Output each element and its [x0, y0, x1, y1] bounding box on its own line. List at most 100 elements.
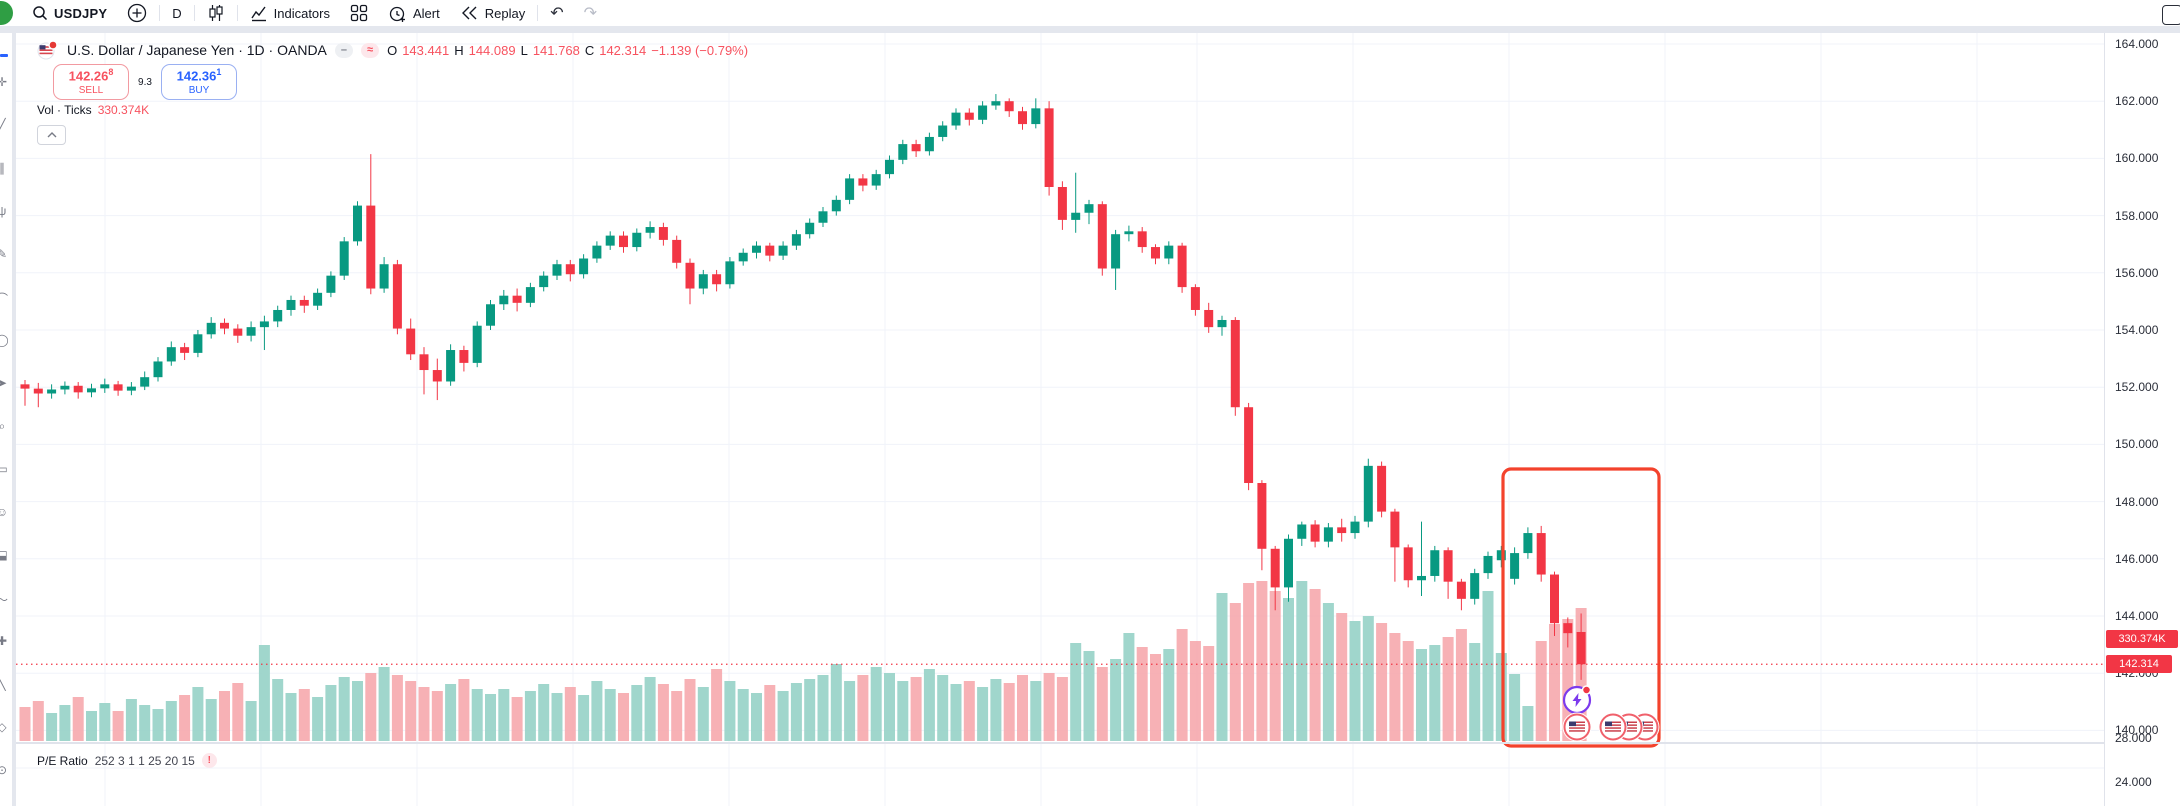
indicators-button[interactable]: Indicators [240, 0, 340, 26]
sell-button[interactable]: 142.268 SELL [53, 64, 129, 100]
pe-ratio-params: 252 3 1 1 25 20 15 [94, 753, 195, 768]
sub-pane-tick-label: 28.000 [2115, 731, 2152, 745]
undo-button[interactable]: ↶ [540, 0, 573, 26]
candlestick-chart[interactable] [16, 33, 2104, 806]
replay-label: Replay [484, 5, 526, 21]
low-value: 141.768 [532, 42, 580, 58]
price-tick-label: 162.000 [2115, 94, 2159, 109]
drawing-tool-icon[interactable]: ⌒ [0, 292, 8, 306]
layout-grid-button[interactable] [340, 0, 378, 26]
drawing-tool-icon[interactable]: ✎ [0, 247, 8, 261]
change-value: −1.139 (−0.79%) [651, 42, 749, 58]
redo-icon: ↷ [583, 5, 598, 22]
compare-add-button[interactable] [117, 0, 157, 26]
pe-ratio-legend[interactable]: P/E Ratio 252 3 1 1 25 20 15 ! [37, 753, 217, 768]
drawing-toolbar[interactable]: ✛ ╱ ∥ ψ ✎ ⌒ ◯ ➤ ⌕ ▭ ☺ ⬓ 〜 ✚ ╲ ◇ ⊙ [0, 33, 12, 806]
us-flag-event-icon[interactable] [1598, 712, 1628, 742]
buy-price: 142.361 [176, 67, 222, 84]
collapse-trade-panel-button[interactable] [37, 125, 66, 145]
replay-rewind-icon [461, 6, 477, 20]
low-label: L [520, 42, 528, 58]
sell-label: SELL [78, 84, 104, 96]
price-tick-label: 156.000 [2115, 265, 2159, 280]
price-tick-label: 160.000 [2115, 151, 2159, 166]
price-tick-label: 146.000 [2115, 551, 2159, 566]
indicators-icon [251, 6, 266, 22]
candlestick-style-icon [209, 5, 223, 21]
high-value: 144.089 [468, 42, 516, 58]
price-tick-label: 140.000 [2115, 723, 2159, 738]
sell-price: 142.268 [68, 67, 114, 84]
drawing-tool-icon[interactable]: ψ [0, 204, 7, 218]
close-value: 142.314 [599, 42, 647, 58]
drawing-tool-icon[interactable]: 〜 [0, 591, 10, 608]
pe-ratio-label: P/E Ratio [37, 753, 88, 768]
volume-value: 330.374K [97, 103, 150, 117]
highlight-rectangle-drawing[interactable] [1501, 467, 1661, 748]
price-axis[interactable]: 164.000 162.000 160.000 158.000 156.000 154.0… [2104, 33, 2180, 806]
last-price-badge: 142.314 [2106, 655, 2172, 674]
price-tick-label: 154.000 [2115, 323, 2159, 337]
news-flash-event-icon[interactable] [1562, 685, 1592, 715]
drawing-tool-icon[interactable]: ✚ [0, 634, 8, 648]
us-flag-event-icon[interactable] [1562, 712, 1592, 742]
replay-button[interactable]: Replay [450, 0, 535, 26]
high-label: H [454, 42, 464, 58]
drawing-tool-icon[interactable]: ✛ [0, 75, 8, 89]
candles [20, 94, 1586, 680]
plus-circle-icon [128, 3, 147, 23]
approx-pill[interactable]: ≈ [361, 42, 380, 58]
grid-lines [16, 33, 2104, 806]
active-tool-indicator [0, 54, 8, 57]
symbol-search[interactable]: USDJPY [22, 0, 117, 26]
symbol-name: USDJPY [54, 5, 108, 21]
buy-label: BUY [188, 84, 210, 96]
alert-label: Alert [413, 5, 440, 21]
drawing-tool-icon[interactable]: ╲ [0, 677, 6, 691]
hide-pill[interactable]: – [334, 42, 354, 58]
drawing-tool-icon[interactable]: ⬓ [0, 548, 8, 562]
close-label: C [584, 42, 595, 58]
toolbar-separator [159, 5, 161, 21]
toolbar-separator [236, 5, 238, 21]
trade-panel: 142.268 SELL 9.3 142.361 BUY [53, 64, 237, 100]
app-logo[interactable] [0, 1, 13, 25]
symbol-legend[interactable]: U.S. Dollar / Japanese Yen · 1D · OANDA … [37, 40, 748, 60]
drawing-tool-icon[interactable]: ∥ [0, 161, 5, 175]
toolbar-separator [537, 5, 539, 21]
drawing-tool-icon[interactable]: ➤ [0, 376, 8, 390]
sub-pane-tick-label: 24.000 [2115, 775, 2152, 789]
spread-value: 9.3 [138, 76, 152, 88]
drawing-tool-icon[interactable]: ▭ [0, 462, 8, 476]
volume-bars [19, 581, 1587, 741]
timeframe-button[interactable]: D [162, 0, 191, 26]
fullscreen-button[interactable] [2162, 5, 2180, 25]
drawing-tool-icon[interactable]: ◯ [0, 333, 9, 347]
ohlc-readout: O 143.441 H 144.089 L 141.768 C 142.314 −1.1… [387, 43, 748, 58]
open-label: O [387, 42, 398, 58]
redo-button[interactable]: ↷ [574, 0, 607, 26]
warning-icon[interactable]: ! [201, 753, 217, 768]
chart-style-button[interactable] [197, 0, 235, 26]
drawing-tool-icon[interactable]: ╱ [0, 118, 6, 132]
price-tick-label: 158.000 [2115, 208, 2159, 223]
chevron-up-icon [47, 132, 56, 138]
volume-label: Vol · Ticks [37, 103, 92, 117]
alert-button[interactable]: Alert [378, 0, 450, 26]
buy-button[interactable]: 142.361 BUY [161, 64, 237, 100]
pane-separator[interactable] [16, 742, 2180, 744]
open-value: 143.441 [402, 42, 450, 58]
event-markers[interactable] [1562, 685, 1660, 742]
drawing-tool-icon[interactable]: ⊙ [0, 763, 8, 777]
drawing-tool-icon[interactable]: ☺ [0, 505, 9, 519]
toolbar-divider [0, 26, 2180, 33]
toolbar-separator [193, 5, 195, 21]
drawing-tool-icon[interactable]: ◇ [0, 720, 7, 734]
alert-clock-icon [389, 6, 405, 22]
sidebar-divider [12, 33, 16, 806]
grid-layout-icon [350, 4, 368, 22]
volume-legend[interactable]: Vol · Ticks 330.374K [37, 103, 149, 117]
price-tick-label: 152.000 [2115, 380, 2159, 395]
drawing-tool-icon[interactable]: ⌕ [0, 419, 6, 433]
